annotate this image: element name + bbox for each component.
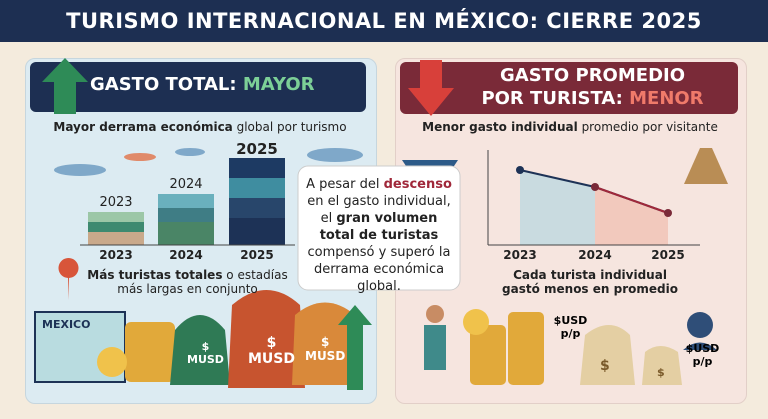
bag-label: $ MUSD [187,340,224,366]
map-label: MEXICO [42,318,91,331]
subtitle-bold: Menor gasto individual [422,120,578,134]
heading-emphasis: MAYOR [242,74,315,95]
coin-label: $USD p/p [553,314,588,340]
right-heading-box [400,62,738,114]
note-emphasis: descenso [383,177,452,192]
header-title: TURISMO INTERNACIONAL EN MÉXICO: CIERRE … [0,0,768,42]
heading-line: POR TURISTA: [481,88,623,109]
bag-symbol: $ [600,358,610,374]
note-emphasis: gran volumen total de turistas [319,211,439,243]
planes [54,148,363,176]
heading-prefix: GASTO TOTAL: [90,74,237,95]
note-text: compensó y superó la derrama económica g… [307,245,451,294]
bag-label: $ MUSD [248,335,295,367]
left-heading-box [30,62,366,112]
right-subtitle: Menor gasto individual promedio por visi… [400,120,740,134]
subtitle-bold: Mayor derrama económica [53,120,233,134]
x-label: 2024 [578,248,612,262]
left-heading: GASTO TOTAL: MAYOR [90,74,315,95]
x-label: 2023 [503,248,537,262]
caption-rest: o estadías más largas en conjunto [117,268,288,296]
left-subtitle: Mayor derrama económica global por turis… [30,120,370,134]
right-heading: GASTO PROMEDIO POR TURISTA: MENOR [450,64,735,110]
subtitle-rest: global por turismo [236,120,347,134]
right-caption: Cada turista individual gastó menos en p… [502,268,678,296]
bar-illustration [80,158,295,246]
note-box [297,165,461,291]
bar-top-label: 2024 [169,177,203,192]
note-text: A pesar del [306,177,380,192]
bag-unit: MUSD [248,351,296,367]
line-illustration [487,150,700,246]
person-label: $USD p/p [685,342,720,368]
bar-top-label: 2025 [236,140,278,158]
left-caption: Más turistas totales o estadías más larg… [85,268,290,296]
heading-emphasis: MENOR [629,88,704,109]
x-label: 2024 [169,248,203,262]
note-text: en el gasto individual, el [307,194,451,226]
bag-unit: MUSD [187,353,224,366]
pyramid [684,148,728,184]
up-arrow [42,58,88,114]
pin [58,258,79,300]
x-label: 2025 [651,248,685,262]
x-label: 2023 [99,248,133,262]
caption-bold: Más turistas totales [87,268,223,282]
bag-unit: MUSD [305,349,346,363]
money [97,290,717,390]
x-label: 2025 [240,248,274,262]
down-arrow [408,60,454,116]
center-note: A pesar del descenso en el gasto individ… [304,176,454,295]
bar-top-label: 2023 [99,195,133,210]
bag-label: $ MUSD [305,335,345,363]
bag-symbol: $ [657,366,665,379]
heading-line: GASTO PROMEDIO [499,65,686,86]
subtitle-rest: promedio por visitante [581,120,718,134]
bag-symbol: $ [266,335,277,351]
bag-symbol: $ [201,340,210,353]
bag-symbol: $ [320,335,330,349]
